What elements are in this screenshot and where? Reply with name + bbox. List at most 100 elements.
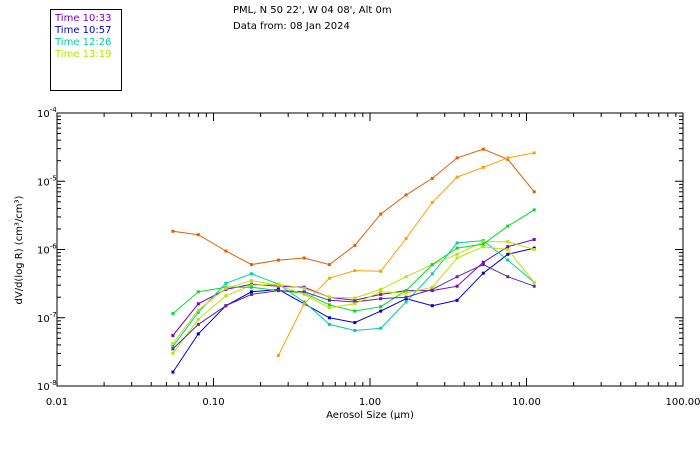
data-point bbox=[379, 287, 383, 291]
data-point bbox=[481, 271, 485, 275]
data-point bbox=[455, 246, 459, 250]
data-point bbox=[171, 334, 175, 337]
data-point bbox=[353, 298, 357, 302]
y-axis-label: dV/d(log R) (cm³/cm³) bbox=[14, 195, 25, 304]
legend-entry: Time 10:57 bbox=[55, 25, 112, 36]
data-point bbox=[455, 241, 459, 245]
data-point bbox=[506, 252, 510, 256]
data-point bbox=[250, 285, 253, 289]
x-tick-label: 0.01 bbox=[46, 397, 68, 408]
data-point bbox=[353, 296, 357, 300]
y-tick-label: 10-4 bbox=[37, 106, 57, 120]
data-point bbox=[404, 193, 408, 197]
data-point bbox=[171, 347, 175, 351]
data-point bbox=[171, 312, 175, 316]
data-point bbox=[327, 306, 331, 310]
data-point bbox=[379, 292, 383, 296]
data-point bbox=[302, 292, 306, 296]
data-point bbox=[353, 300, 357, 304]
data-point bbox=[171, 342, 175, 345]
data-point bbox=[481, 242, 485, 246]
data-point bbox=[379, 305, 383, 309]
data-point bbox=[196, 308, 200, 312]
data-point bbox=[379, 309, 383, 313]
data-point bbox=[353, 269, 357, 273]
data-point bbox=[196, 322, 200, 326]
data-point bbox=[430, 285, 434, 289]
data-point bbox=[506, 275, 510, 279]
data-point bbox=[353, 302, 357, 306]
data-point bbox=[506, 224, 510, 228]
chart-subtitle: Data from: 08 Jan 2024 bbox=[233, 21, 350, 32]
data-point bbox=[250, 272, 253, 276]
data-point bbox=[250, 292, 253, 296]
data-point bbox=[532, 248, 536, 251]
data-point bbox=[532, 151, 536, 155]
chart-title: PML, N 50 22', W 04 08', Alt 0m bbox=[233, 5, 392, 16]
data-point bbox=[327, 316, 331, 320]
data-point bbox=[404, 275, 408, 279]
data-point bbox=[481, 245, 485, 249]
data-point bbox=[250, 290, 253, 294]
data-point bbox=[481, 147, 485, 151]
data-point bbox=[532, 190, 536, 194]
data-point bbox=[506, 156, 510, 160]
data-point bbox=[302, 286, 306, 290]
data-point bbox=[327, 276, 331, 280]
data-point bbox=[379, 326, 383, 330]
x-tick-label: 0.10 bbox=[202, 397, 224, 408]
data-point bbox=[171, 370, 175, 374]
data-point bbox=[379, 290, 383, 294]
data-point bbox=[430, 287, 434, 291]
data-point bbox=[196, 290, 200, 294]
data-point bbox=[250, 263, 253, 267]
data-point bbox=[455, 275, 459, 279]
data-point bbox=[455, 284, 459, 288]
data-point bbox=[506, 245, 510, 249]
x-tick-label: 100.00 bbox=[666, 397, 700, 408]
data-point bbox=[404, 237, 408, 240]
data-point bbox=[430, 272, 434, 276]
data-point bbox=[196, 332, 200, 336]
data-point bbox=[224, 281, 228, 285]
data-point bbox=[224, 249, 228, 253]
data-point bbox=[455, 156, 459, 160]
data-point bbox=[532, 280, 536, 284]
data-point bbox=[196, 302, 200, 306]
y-tick-label: 10-7 bbox=[37, 311, 57, 325]
data-point bbox=[481, 263, 485, 267]
data-point bbox=[302, 302, 306, 306]
data-point bbox=[224, 294, 228, 298]
legend-entry: Time 10:33 bbox=[55, 13, 112, 24]
data-point bbox=[430, 304, 434, 308]
data-point bbox=[302, 256, 306, 260]
data-point bbox=[353, 321, 357, 325]
y-tick-label: 10-6 bbox=[37, 243, 57, 257]
data-point bbox=[430, 200, 434, 204]
data-point bbox=[481, 240, 485, 244]
x-tick-label: 1.00 bbox=[359, 397, 381, 408]
plot-frame bbox=[56, 112, 684, 387]
data-point bbox=[171, 344, 175, 348]
data-point bbox=[532, 238, 536, 241]
data-point bbox=[379, 212, 383, 216]
data-point bbox=[455, 252, 459, 256]
data-point bbox=[327, 303, 331, 307]
data-point bbox=[224, 286, 228, 290]
data-point bbox=[302, 290, 306, 294]
data-point bbox=[327, 295, 331, 299]
data-point bbox=[302, 300, 306, 304]
legend-entry: Time 12:26 bbox=[55, 37, 112, 48]
data-point bbox=[250, 283, 253, 287]
data-point bbox=[404, 291, 408, 295]
data-point bbox=[250, 279, 253, 283]
data-point bbox=[455, 256, 459, 260]
data-point bbox=[276, 289, 280, 293]
data-point bbox=[481, 260, 485, 264]
data-point bbox=[276, 283, 280, 287]
data-point bbox=[404, 295, 408, 299]
x-tick-label: 10.00 bbox=[512, 397, 541, 408]
data-point bbox=[404, 289, 408, 293]
data-point bbox=[353, 329, 357, 332]
